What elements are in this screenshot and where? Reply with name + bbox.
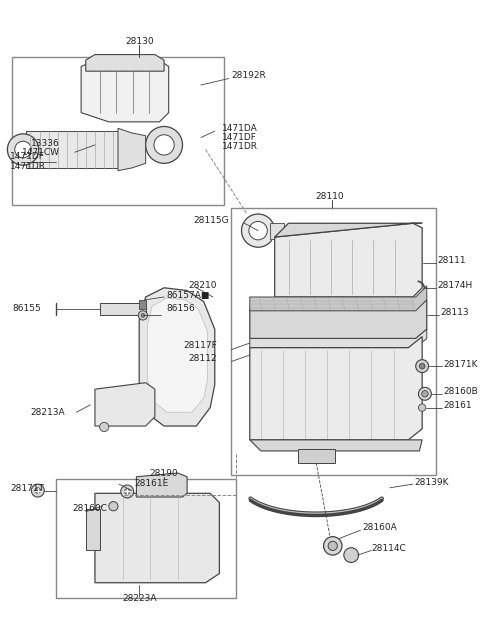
- Polygon shape: [250, 329, 427, 347]
- Polygon shape: [298, 449, 335, 463]
- Circle shape: [416, 360, 429, 372]
- Polygon shape: [250, 440, 422, 451]
- Text: 28114C: 28114C: [372, 544, 406, 553]
- Text: 1471CW: 1471CW: [22, 148, 60, 157]
- Text: 1471DA: 1471DA: [222, 124, 258, 133]
- Text: 28139K: 28139K: [415, 478, 449, 487]
- Polygon shape: [275, 223, 422, 237]
- Text: 28115G: 28115G: [193, 216, 228, 225]
- Circle shape: [138, 311, 147, 320]
- Circle shape: [249, 221, 267, 240]
- Text: 28111: 28111: [438, 256, 467, 265]
- Text: 28192R: 28192R: [231, 71, 266, 80]
- Polygon shape: [86, 54, 164, 71]
- Circle shape: [121, 485, 133, 498]
- Polygon shape: [118, 128, 145, 171]
- Circle shape: [99, 422, 109, 431]
- Text: 28110: 28110: [316, 192, 344, 201]
- Text: 1471DR: 1471DR: [222, 142, 258, 151]
- Text: 1471DF: 1471DF: [10, 153, 45, 162]
- Text: 28130: 28130: [125, 37, 154, 46]
- Text: 28213A: 28213A: [31, 408, 65, 417]
- Text: 86157A■: 86157A■: [166, 290, 209, 299]
- Text: 28160B: 28160B: [444, 387, 478, 396]
- Circle shape: [420, 363, 425, 369]
- Polygon shape: [147, 298, 207, 412]
- Circle shape: [154, 135, 174, 155]
- Circle shape: [31, 484, 44, 497]
- Polygon shape: [139, 288, 215, 426]
- Circle shape: [324, 537, 342, 555]
- Bar: [56, 479, 236, 599]
- Circle shape: [419, 387, 432, 400]
- Circle shape: [15, 141, 31, 158]
- Text: 86156: 86156: [166, 304, 195, 313]
- Text: 28161E: 28161E: [134, 479, 169, 488]
- Text: 28171K: 28171K: [444, 360, 478, 369]
- Polygon shape: [95, 494, 219, 583]
- Circle shape: [7, 134, 39, 165]
- Polygon shape: [99, 303, 145, 315]
- Circle shape: [422, 390, 428, 397]
- Polygon shape: [250, 337, 422, 440]
- Text: 28113: 28113: [441, 308, 469, 317]
- Circle shape: [241, 214, 275, 247]
- Polygon shape: [250, 286, 427, 311]
- Circle shape: [124, 488, 130, 494]
- Text: 28210: 28210: [188, 281, 216, 290]
- Circle shape: [109, 502, 118, 511]
- Text: 28160C: 28160C: [72, 504, 107, 513]
- Text: 86155: 86155: [12, 304, 41, 313]
- Text: 28171T: 28171T: [10, 484, 44, 493]
- Circle shape: [419, 404, 426, 412]
- Circle shape: [328, 541, 337, 551]
- Circle shape: [35, 488, 41, 494]
- Circle shape: [145, 126, 182, 163]
- Text: 28174H: 28174H: [438, 281, 473, 290]
- Bar: [12, 57, 224, 205]
- Text: 1471DR: 1471DR: [10, 162, 46, 171]
- Text: 28190: 28190: [150, 469, 179, 478]
- Polygon shape: [250, 300, 427, 338]
- Polygon shape: [26, 131, 122, 168]
- Polygon shape: [275, 223, 422, 297]
- Polygon shape: [95, 383, 155, 426]
- Circle shape: [141, 313, 145, 317]
- Text: 1471DF: 1471DF: [222, 133, 257, 142]
- Text: 28112: 28112: [188, 354, 216, 363]
- Polygon shape: [81, 60, 168, 122]
- Bar: [139, 300, 145, 309]
- Polygon shape: [136, 473, 187, 497]
- Text: 13336: 13336: [31, 138, 60, 147]
- Text: 28160A: 28160A: [362, 523, 397, 532]
- Text: 28117F: 28117F: [183, 342, 216, 351]
- Circle shape: [344, 547, 359, 562]
- Text: 28223A: 28223A: [122, 594, 157, 603]
- Bar: [231, 208, 436, 475]
- Polygon shape: [86, 509, 99, 551]
- Text: 28161: 28161: [444, 401, 472, 410]
- Polygon shape: [270, 223, 284, 239]
